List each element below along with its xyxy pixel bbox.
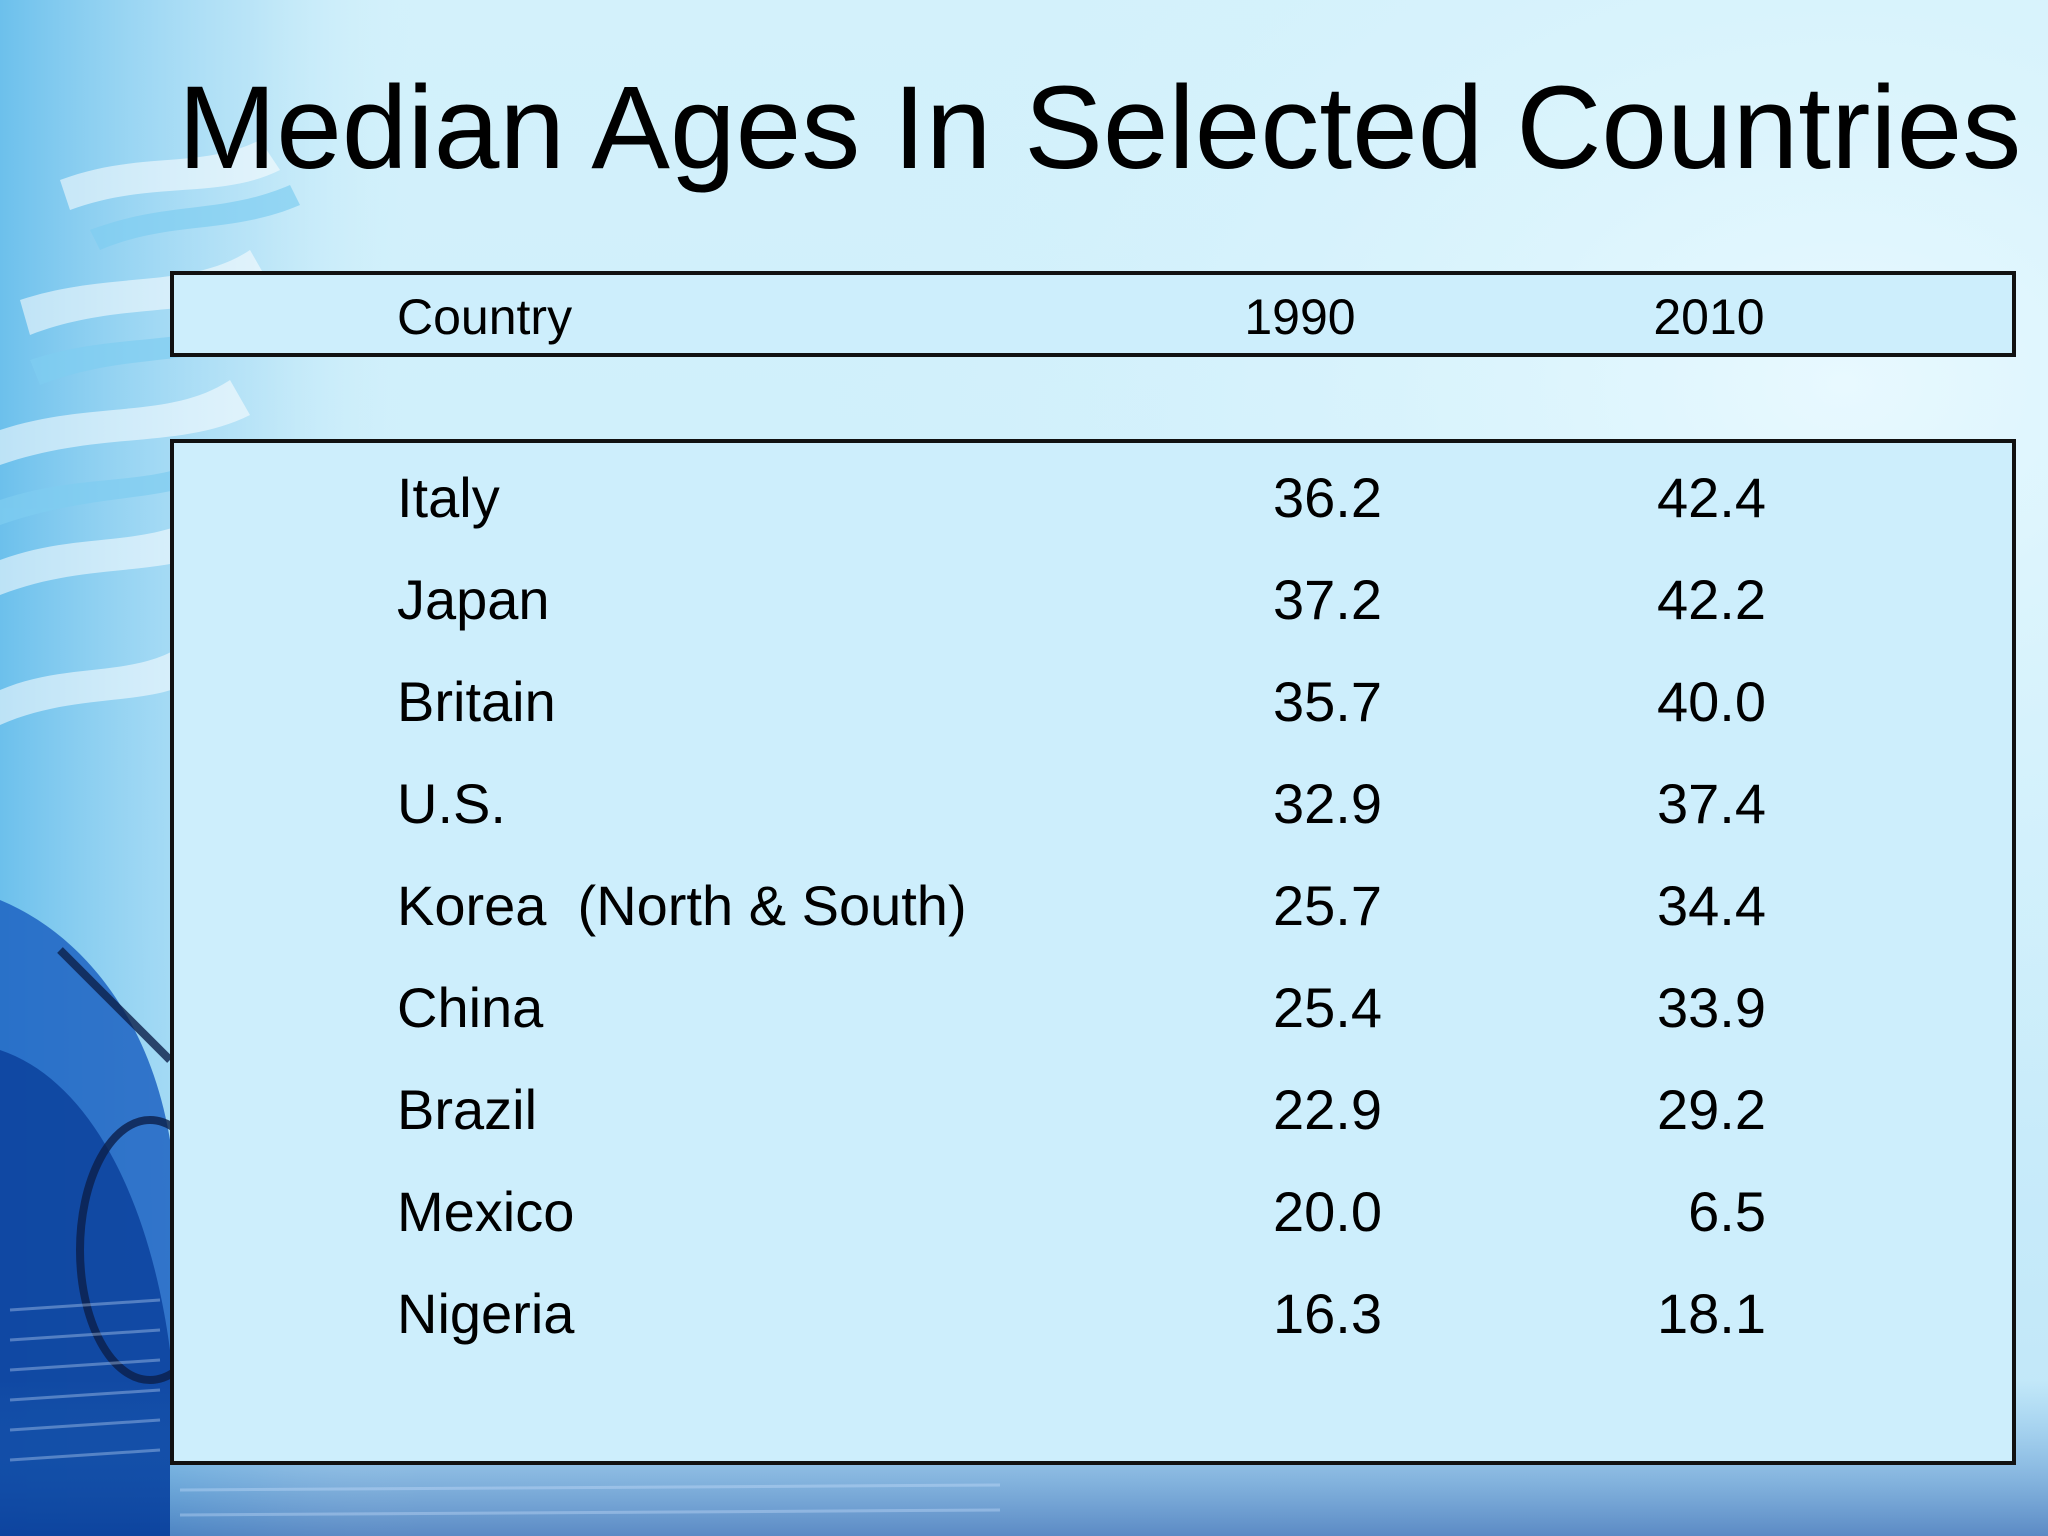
value-1990-cell: 36.2	[1273, 466, 1382, 529]
value-1990-cell: 37.2	[1273, 568, 1382, 631]
value-1990-cell: 35.7	[1273, 670, 1382, 733]
table-row: Mexico 20.0 6.5	[174, 1171, 2012, 1273]
value-2010-cell: 6.5	[1688, 1180, 1766, 1243]
table-row: Japan 37.2 42.2	[174, 559, 2012, 661]
country-cell: Japan	[397, 568, 550, 631]
country-cell: Britain	[397, 670, 556, 733]
country-cell: U.S.	[397, 772, 506, 835]
header-year-1990: 1990	[1244, 289, 1356, 345]
table-header: Country 1990 2010	[170, 271, 2016, 357]
country-cell: Brazil	[397, 1078, 538, 1141]
table-body: Italy 36.2 42.4 Japan 37.2 42.2 Britain …	[170, 439, 2016, 1465]
country-cell: China	[397, 976, 544, 1039]
table-row: Italy 36.2 42.4	[174, 457, 2012, 559]
value-2010-cell: 42.4	[1657, 466, 1766, 529]
header-year-2010: 2010	[1653, 289, 1765, 345]
table-row: China 25.4 33.9	[174, 967, 2012, 1069]
value-2010-cell: 18.1	[1657, 1282, 1766, 1345]
country-cell: Korea (North & South)	[397, 874, 967, 937]
country-cell: Nigeria	[397, 1282, 575, 1345]
country-cell: Mexico	[397, 1180, 575, 1243]
value-1990-cell: 20.0	[1273, 1180, 1382, 1243]
value-2010-cell: 40.0	[1657, 670, 1766, 733]
value-1990-cell: 25.7	[1273, 874, 1382, 937]
table-row: Britain 35.7 40.0	[174, 661, 2012, 763]
country-cell: Italy	[397, 466, 500, 529]
table-row: Korea (North & South) 25.7 34.4	[174, 865, 2012, 967]
value-2010-cell: 29.2	[1657, 1078, 1766, 1141]
value-1990-cell: 25.4	[1273, 976, 1382, 1039]
table-row: Nigeria 16.3 18.1	[174, 1273, 2012, 1375]
header-country: Country	[397, 289, 573, 345]
value-2010-cell: 33.9	[1657, 976, 1766, 1039]
value-1990-cell: 22.9	[1273, 1078, 1382, 1141]
value-2010-cell: 34.4	[1657, 874, 1766, 937]
table-row: Brazil 22.9 29.2	[174, 1069, 2012, 1171]
slide-title: Median Ages In Selected Countries	[178, 62, 2022, 194]
table-row: U.S. 32.9 37.4	[174, 763, 2012, 865]
value-2010-cell: 42.2	[1657, 568, 1766, 631]
value-1990-cell: 16.3	[1273, 1282, 1382, 1345]
value-2010-cell: 37.4	[1657, 772, 1766, 835]
value-1990-cell: 32.9	[1273, 772, 1382, 835]
